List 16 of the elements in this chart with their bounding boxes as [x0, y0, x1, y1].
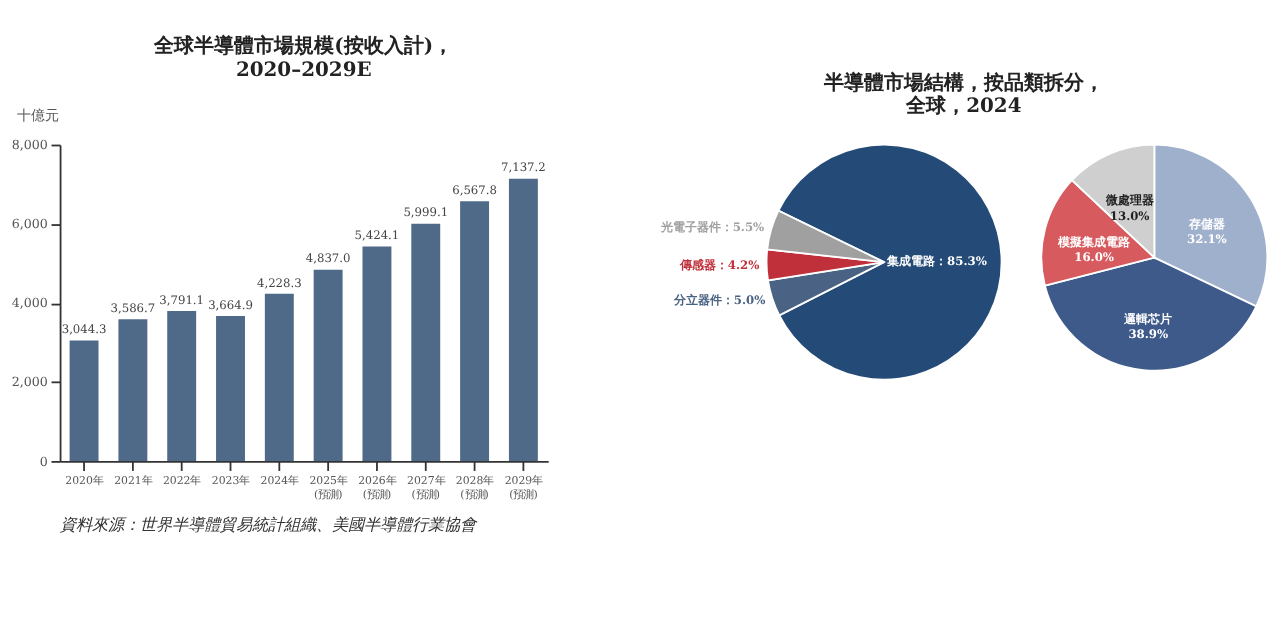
text: 全球，2024 — [906, 96, 1022, 119]
y-axis-title: 十億元 — [17, 106, 60, 125]
bar — [411, 223, 441, 461]
bar — [69, 340, 99, 461]
text: 全球半導體市場規模(按收入計)， — [154, 36, 454, 59]
bar — [460, 201, 490, 461]
bar — [264, 293, 294, 461]
source-note: 資料來源：世界半導體貿易統計組織、美國半導體行業協會 — [59, 513, 478, 534]
bar — [313, 269, 343, 461]
text: 半導體市場結構，按品類拆分， — [823, 72, 1104, 95]
bar — [118, 319, 148, 461]
bar — [167, 311, 197, 461]
bar — [508, 178, 538, 461]
bar — [216, 316, 245, 461]
bar — [362, 246, 392, 461]
text: 2020–2029E — [235, 59, 372, 82]
